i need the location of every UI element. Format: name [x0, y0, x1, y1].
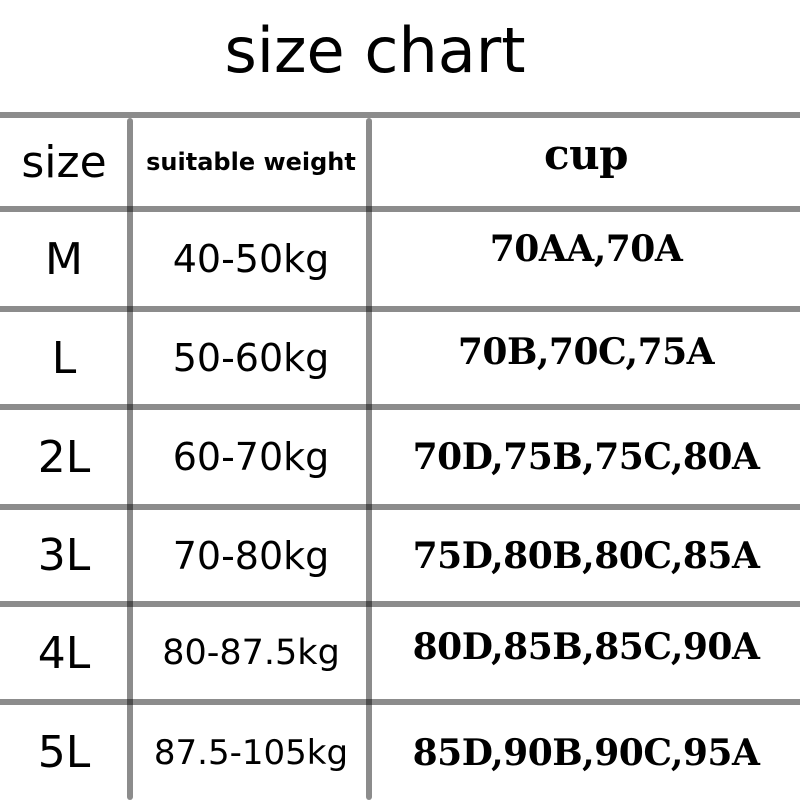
header-cup: cup — [544, 129, 628, 179]
cup-cell: 70D,75B,75C,80A — [412, 436, 760, 478]
row-divider — [0, 601, 800, 607]
row-divider — [0, 112, 800, 118]
header-size: size — [21, 136, 107, 188]
column-divider — [127, 118, 133, 800]
size-cell: 3L — [37, 530, 91, 581]
cup-cell: 70AA,70A — [489, 228, 683, 270]
size-cell: 5L — [37, 727, 91, 778]
cup-cell: 85D,90B,90C,95A — [412, 731, 760, 774]
row-divider — [0, 306, 800, 312]
cup-cell: 70B,70C,75A — [457, 331, 715, 373]
row-divider — [0, 504, 800, 510]
size-cell: M — [45, 233, 83, 285]
weight-cell: 50-60kg — [172, 336, 330, 380]
weight-cell: 70-80kg — [172, 533, 330, 578]
row-divider — [0, 404, 800, 410]
column-divider — [366, 118, 372, 800]
header-weight: suitable weight — [146, 148, 356, 176]
weight-cell: 40-50kg — [172, 237, 330, 281]
cup-cell: 75D,80B,80C,85A — [412, 534, 760, 577]
weight-cell: 80-87.5kg — [162, 633, 340, 673]
page-title: size chart — [224, 14, 526, 87]
size-cell: L — [51, 332, 77, 384]
cup-cell: 80D,85B,85C,90A — [412, 626, 760, 668]
row-divider — [0, 206, 800, 212]
weight-cell: 60-70kg — [172, 435, 330, 479]
weight-cell: 87.5-105kg — [153, 732, 349, 773]
size-cell: 4L — [37, 627, 91, 679]
size-cell: 2L — [37, 431, 91, 483]
row-divider — [0, 699, 800, 705]
